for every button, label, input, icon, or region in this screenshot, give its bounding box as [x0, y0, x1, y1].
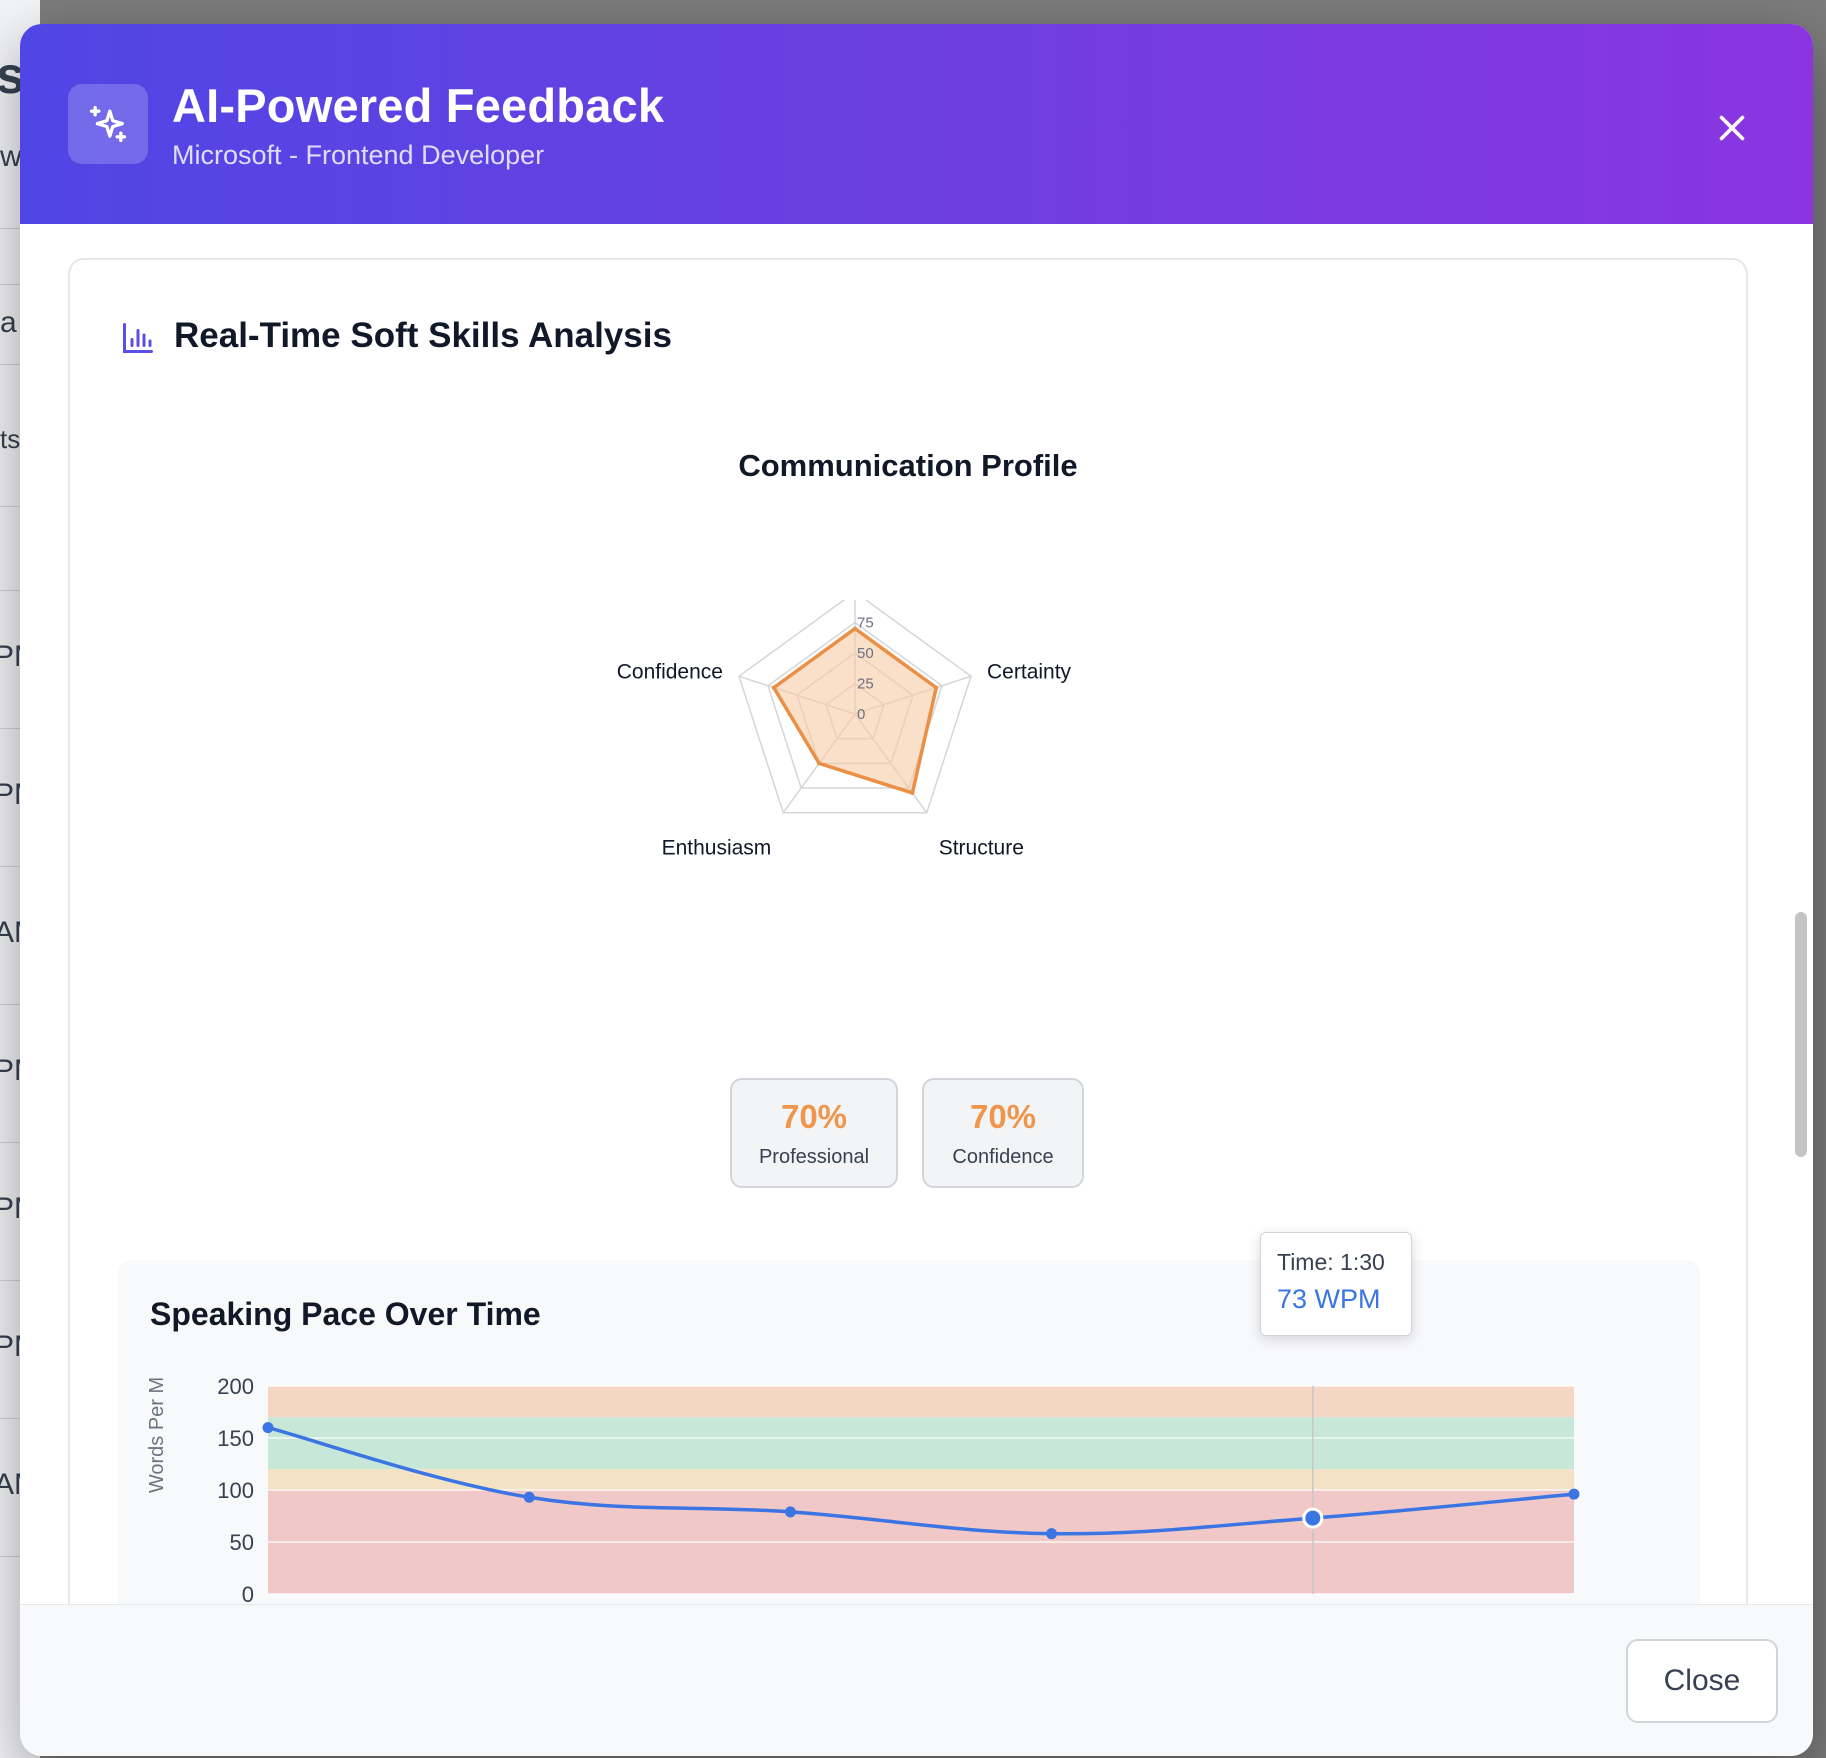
- modal-header: AI-Powered Feedback Microsoft - Frontend…: [20, 24, 1813, 224]
- background-text-fragment: ts: [0, 424, 21, 454]
- radar-tick-label: 0: [857, 706, 865, 723]
- radar-axis-label: Certainty: [987, 660, 1072, 683]
- radar-tick-label: 50: [857, 645, 874, 662]
- radar-data-point: [771, 685, 776, 690]
- feedback-modal: AI-Powered Feedback Microsoft - Frontend…: [20, 24, 1813, 1756]
- card-heading: Real-Time Soft Skills Analysis: [174, 316, 672, 355]
- close-button[interactable]: Close: [1626, 1639, 1778, 1723]
- radar-data-point: [910, 790, 915, 795]
- stat-label: Professional: [758, 1146, 870, 1168]
- pace-y-tick-label: 50: [230, 1530, 254, 1555]
- speaking-pace-title: Speaking Pace Over Time: [150, 1296, 541, 1332]
- radar-axis-label: Confidence: [617, 660, 723, 683]
- bar-chart-icon: [120, 320, 156, 356]
- stat-value: 70%: [780, 1098, 848, 1135]
- pace-zone-band: [268, 1417, 1574, 1470]
- radar-axis-label: Structure: [939, 837, 1024, 860]
- background-text-fragment: a: [0, 306, 17, 339]
- pace-y-tick-label: 200: [217, 1374, 254, 1399]
- pace-data-point: [262, 1422, 274, 1434]
- chart-tooltip: Time: 1:30 73 WPM: [1260, 1232, 1412, 1336]
- stat-value: 70%: [969, 1098, 1037, 1135]
- pace-active-point: [1302, 1507, 1324, 1529]
- pace-data-point: [523, 1491, 535, 1503]
- radar-chart-title: Communication Profile: [738, 448, 1078, 483]
- speaking-pace-panel: Speaking Pace Over Time 0 50 100 150 200 Word…: [118, 1260, 1700, 1604]
- pace-y-tick-label: 100: [217, 1478, 254, 1503]
- pace-zone-band: [268, 1386, 1574, 1418]
- radar-data-point: [817, 761, 822, 766]
- scrollbar-thumb[interactable]: [1795, 912, 1807, 1157]
- radar-data-area: [772, 626, 938, 795]
- modal-footer: Close: [20, 1604, 1813, 1756]
- stat-label: Confidence: [952, 1146, 1054, 1168]
- radar-data-point: [853, 626, 857, 631]
- pace-series-line: [267, 1425, 1575, 1536]
- close-icon[interactable]: [1708, 104, 1756, 152]
- modal-subtitle: Microsoft - Frontend Developer: [172, 140, 545, 170]
- pace-y-axis-label: Words Per M: [146, 1377, 168, 1493]
- pace-data-point: [784, 1506, 796, 1518]
- soft-skills-card: Real-Time Soft Skills Analysis Communica…: [68, 258, 1748, 1604]
- radar-tick-label: 100: [857, 600, 882, 601]
- radar-axis-label: Enthusiasm: [662, 837, 772, 860]
- stat-card-confidence: 70% Confidence: [922, 1078, 1084, 1188]
- pace-y-tick-label: 0: [242, 1582, 254, 1604]
- background-text-fragment: w: [0, 140, 22, 173]
- tooltip-value: 73 WPM: [1277, 1284, 1381, 1314]
- speaking-pace-chart[interactable]: 0 50 100 150 200 Words Per M: [118, 1260, 1700, 1604]
- radar-tick-label: 75: [857, 615, 874, 632]
- modal-title: AI-Powered Feedback: [172, 79, 665, 132]
- sparkles-icon: [68, 84, 148, 164]
- modal-body[interactable]: Real-Time Soft Skills Analysis Communica…: [20, 224, 1813, 1604]
- pace-data-point: [1046, 1528, 1058, 1540]
- radar-chart: 0255075100ProfessionalCertaintyStructure…: [617, 600, 1072, 860]
- radar-data-point: [934, 685, 939, 690]
- radar-tick-label: 25: [857, 676, 874, 693]
- pace-y-tick-label: 150: [217, 1426, 254, 1451]
- tooltip-time: Time: 1:30: [1277, 1249, 1385, 1275]
- pace-zone-band: [268, 1469, 1574, 1490]
- radar-grid-ring: [767, 621, 943, 789]
- stat-card-professional: 70% Professional: [730, 1078, 898, 1188]
- radar-grid-ring: [738, 600, 972, 814]
- pace-data-point: [1568, 1488, 1580, 1500]
